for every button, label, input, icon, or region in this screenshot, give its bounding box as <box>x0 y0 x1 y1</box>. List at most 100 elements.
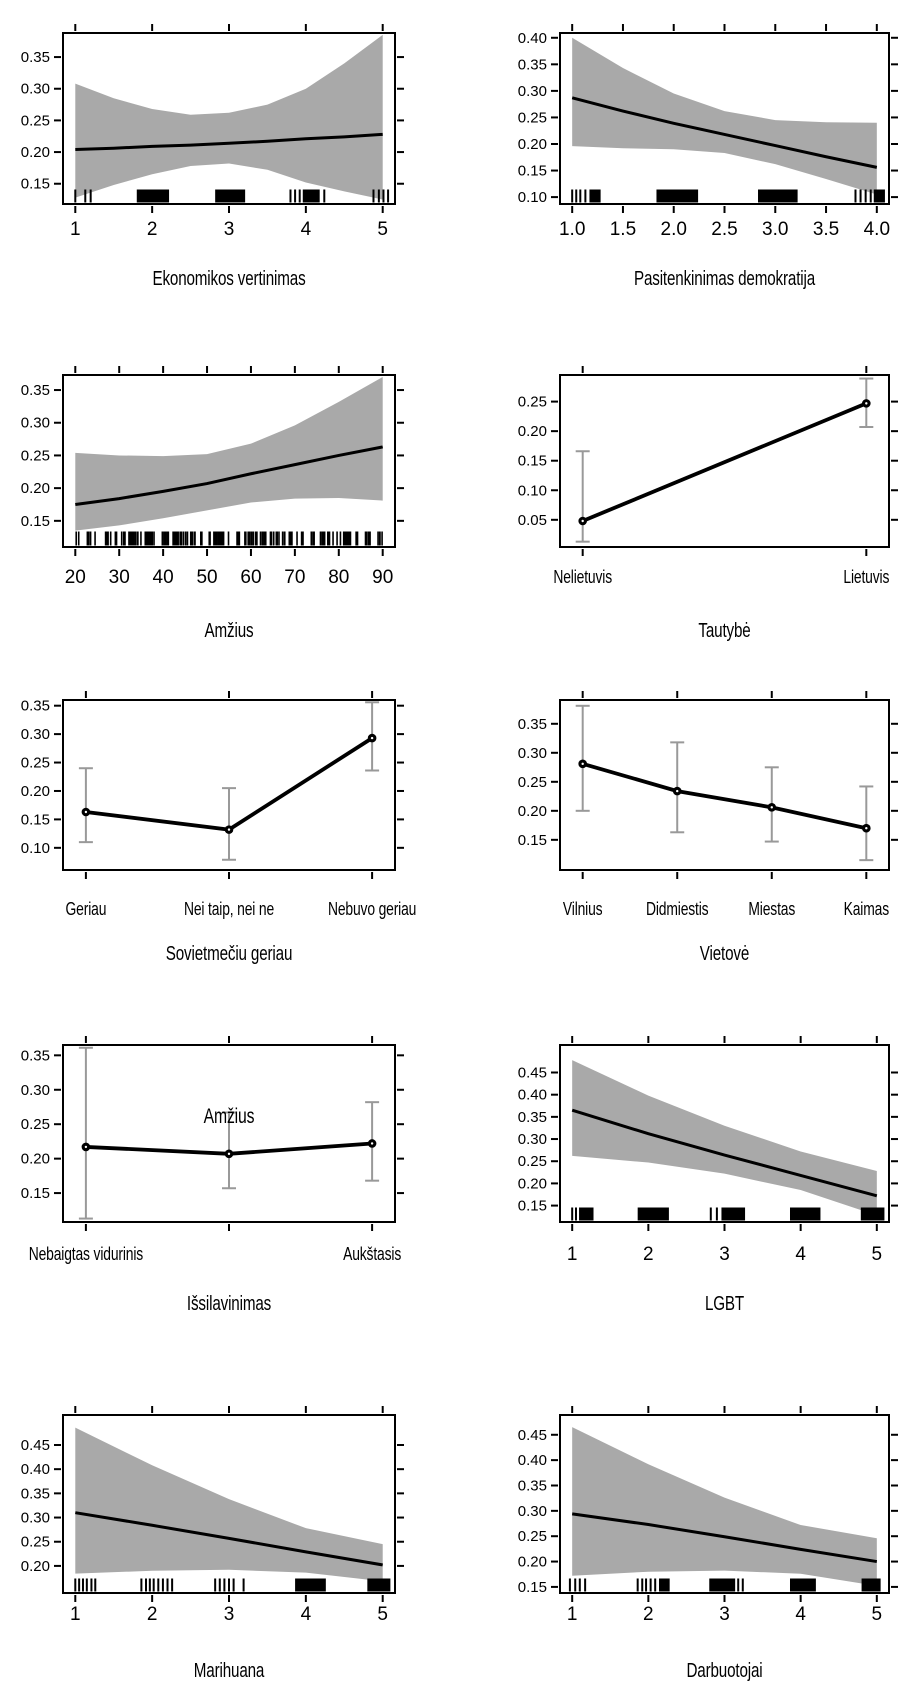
svg-text:0.45: 0.45 <box>21 1437 50 1454</box>
svg-text:3: 3 <box>224 219 235 240</box>
svg-text:0.25: 0.25 <box>518 109 547 126</box>
x-tick-labels: 20 30 40 50 60 70 80 90 <box>65 567 394 588</box>
svg-text:0.40: 0.40 <box>518 1087 547 1104</box>
svg-text:5: 5 <box>872 1604 883 1625</box>
rug-marks <box>568 1578 881 1592</box>
rug-marks <box>75 531 383 546</box>
svg-text:0.25: 0.25 <box>21 1116 50 1133</box>
svg-text:0.20: 0.20 <box>21 783 50 800</box>
svg-text:2: 2 <box>147 219 158 240</box>
svg-text:0.05: 0.05 <box>518 512 547 529</box>
svg-text:Lietuvis: Lietuvis <box>843 567 889 587</box>
svg-text:0.25: 0.25 <box>518 774 547 791</box>
svg-text:0.25: 0.25 <box>21 112 50 129</box>
svg-text:0.15: 0.15 <box>518 832 547 849</box>
svg-text:0.25: 0.25 <box>518 394 547 411</box>
tautybe-plot: 0.05 0.10 0.15 0.20 0.25 Nelietuvis Lietuvis <box>518 366 898 588</box>
svg-text:0.30: 0.30 <box>21 1082 50 1099</box>
y-tick-labels: 0.15 0.20 0.25 0.30 0.35 0.40 0.45 <box>518 1065 547 1215</box>
svg-text:2.5: 2.5 <box>711 219 737 240</box>
sovietmeciu-geriau-plot: 0.10 0.15 0.20 0.25 0.30 0.35 Geriau Nei taip, … <box>21 691 416 920</box>
panel-ekonomikos-vertinimas: 0.15 0.20 0.25 0.30 0.35 1 2 3 4 5 Ekonomikos ver… <box>0 0 461 320</box>
svg-text:1: 1 <box>567 1604 578 1625</box>
svg-text:1: 1 <box>70 1604 81 1625</box>
svg-text:0.35: 0.35 <box>21 49 50 66</box>
svg-text:4: 4 <box>301 219 312 240</box>
x-tick-labels: 1 2 3 4 5 <box>70 1604 388 1625</box>
svg-text:0.30: 0.30 <box>518 1503 547 1520</box>
svg-text:Aukštasis: Aukštasis <box>343 1244 401 1264</box>
svg-text:2: 2 <box>643 1244 654 1265</box>
fit-line <box>571 1108 878 1198</box>
plot-box <box>62 1414 396 1594</box>
svg-text:2.0: 2.0 <box>661 219 687 240</box>
panel-tautybe: 0.05 0.10 0.15 0.20 0.25 Nelietuvis Lietuvis T… <box>461 320 922 645</box>
svg-text:0.20: 0.20 <box>21 1151 50 1168</box>
confidence-band <box>572 37 877 195</box>
svg-text:2: 2 <box>147 1604 158 1625</box>
svg-text:30: 30 <box>109 567 130 588</box>
plot-box <box>559 374 890 548</box>
y-tick-labels: 0.15 0.20 0.25 0.30 0.35 <box>21 382 50 530</box>
plot-box <box>62 374 396 548</box>
svg-text:Nebuvo geriau: Nebuvo geriau <box>328 899 416 919</box>
svg-text:90: 90 <box>372 567 393 588</box>
svg-text:20: 20 <box>65 567 86 588</box>
rug-marks <box>571 189 885 203</box>
svg-text:0.40: 0.40 <box>21 1461 50 1478</box>
darbuotojai-plot: 0.15 0.20 0.25 0.30 0.35 0.40 0.45 1 2 3 4 5 <box>518 1406 898 1625</box>
svg-text:1.0: 1.0 <box>559 219 585 240</box>
svg-text:0.35: 0.35 <box>518 56 547 73</box>
confidence-band <box>75 376 383 531</box>
svg-text:0.15: 0.15 <box>21 1185 50 1202</box>
y-tick-labels: 0.05 0.10 0.15 0.20 0.25 <box>518 394 547 529</box>
error-bars <box>575 704 874 862</box>
axis-ticks <box>54 366 404 556</box>
chart-title: Ekonomikos vertinimas <box>152 268 306 290</box>
fit-line <box>75 132 383 152</box>
svg-text:0.35: 0.35 <box>21 698 50 715</box>
svg-text:Didmiestis: Didmiestis <box>646 899 708 919</box>
y-tick-labels: 0.15 0.20 0.25 0.30 0.35 <box>21 49 50 193</box>
fit-line <box>75 1511 383 1567</box>
chart-title: Amžius <box>204 620 254 642</box>
plot-box <box>559 1044 890 1223</box>
svg-text:3: 3 <box>719 1604 730 1625</box>
amzius-plot: 0.15 0.20 0.25 0.30 0.35 20 30 40 50 60 70 80 90 <box>21 366 404 588</box>
svg-text:4: 4 <box>795 1244 806 1265</box>
svg-text:Nebaigtas vidurinis: Nebaigtas vidurinis <box>29 1244 143 1264</box>
svg-text:3.0: 3.0 <box>762 219 788 240</box>
chart-title: Tautybė <box>698 620 751 642</box>
svg-text:Kaimas: Kaimas <box>844 899 889 919</box>
svg-text:1: 1 <box>70 219 81 240</box>
panel-pasitenkinimas-demokratija: 0.10 0.15 0.20 0.25 0.30 0.35 0.40 1.0 1.5 2.0 2.5… <box>461 0 922 320</box>
svg-text:3.5: 3.5 <box>813 219 839 240</box>
svg-text:0.15: 0.15 <box>518 1198 547 1215</box>
svg-text:0.15: 0.15 <box>21 811 50 828</box>
fit-line <box>582 761 867 831</box>
svg-text:0.20: 0.20 <box>518 423 547 440</box>
panel-vietove: 0.15 0.20 0.25 0.30 0.35 Vilnius Didmiestis Mie… <box>461 645 922 975</box>
svg-text:0.45: 0.45 <box>518 1065 547 1082</box>
axis-ticks <box>54 1406 404 1602</box>
fit-line <box>571 1512 878 1564</box>
svg-text:Nei taip, nei ne: Nei taip, nei ne <box>184 899 274 919</box>
svg-text:0.35: 0.35 <box>21 382 50 399</box>
svg-text:4: 4 <box>795 1604 806 1625</box>
error-bars <box>78 1046 380 1220</box>
svg-text:0.45: 0.45 <box>518 1427 547 1444</box>
svg-text:0.30: 0.30 <box>21 81 50 98</box>
data-points <box>81 733 377 834</box>
data-points <box>578 759 871 833</box>
svg-text:0.20: 0.20 <box>518 1554 547 1571</box>
panel-lgbt: 0.15 0.20 0.25 0.30 0.35 0.40 0.45 1 2 3 4 5 LGBT <box>461 975 922 1320</box>
chart-title: Marihuana <box>193 1660 265 1682</box>
svg-text:5: 5 <box>377 1604 388 1625</box>
svg-text:4.0: 4.0 <box>864 219 890 240</box>
error-bars <box>575 377 874 543</box>
plot-box <box>62 699 396 871</box>
error-bars <box>78 701 380 861</box>
x-tick-labels: 1 2 3 4 5 <box>70 219 388 240</box>
chart-title: LGBT <box>704 1293 745 1315</box>
svg-text:0.15: 0.15 <box>21 176 50 193</box>
